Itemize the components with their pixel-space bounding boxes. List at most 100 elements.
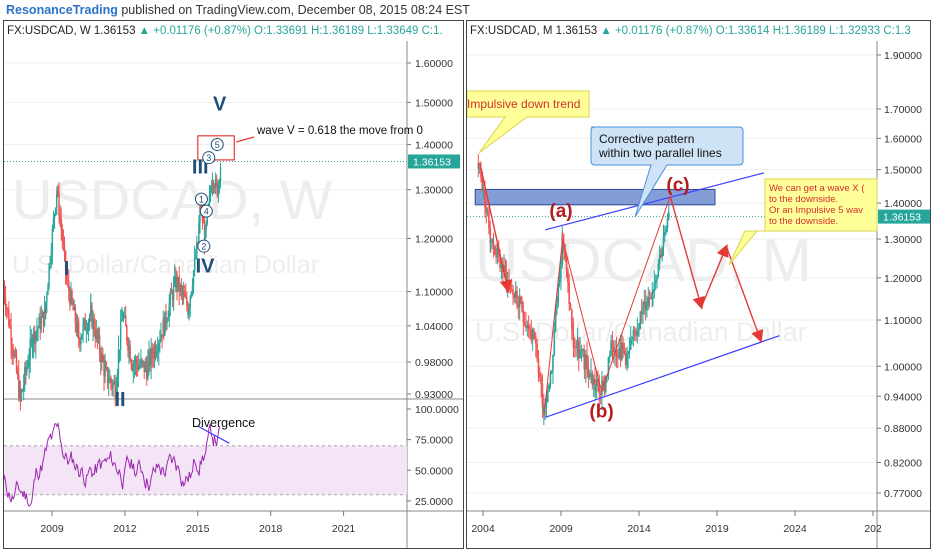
candle-body [47,284,49,296]
candle-body [615,350,618,356]
candle-body [650,297,652,300]
candle-body [88,316,91,322]
candle-body [123,315,126,317]
candle-body [202,221,205,224]
weekly-chart-pane[interactable]: USDCAD, W U.S. Dollar/Canadian Dollar 1.60… [3,20,464,549]
candle-body [503,265,505,273]
candle-body [604,376,607,392]
candle-body [46,295,48,303]
y-tick-label: 1.60000 [884,133,922,145]
candle-body [103,361,105,377]
candle-body [658,254,661,264]
author-link[interactable]: ResonanceTrading [6,3,118,17]
candle-body [644,301,647,311]
candle-body [138,365,140,370]
candle-body [28,359,30,366]
candle-body [564,252,567,259]
candle-body [540,376,542,384]
candle-body [523,322,526,325]
candle-body [84,318,86,331]
wave-line [601,196,671,392]
y-tick-label: 0.88000 [884,423,922,435]
candle-body [131,364,133,371]
candle-body [549,372,552,385]
candle-body [616,355,619,358]
candle-body [197,242,199,244]
candle-body [527,325,530,330]
candle-body [613,346,615,352]
rsi-axis-label: 25.0000 [415,496,453,508]
candle-body [206,211,208,224]
legend-high: H:1.36189 [311,25,367,37]
candle-body [148,352,150,362]
wave-line [543,238,564,418]
candle-body [118,349,121,351]
candle-body [53,213,56,219]
candle-body [9,326,11,328]
legend-up-icon: ▲ [139,25,154,37]
x-tick-label: 2004 [471,523,495,535]
candle-body [110,377,112,383]
x-tick-label: 2021 [332,523,356,535]
candle-body [638,328,640,331]
candle-body [163,319,165,336]
candle-body [177,276,179,288]
candle-body [597,379,599,386]
candle-body [101,353,103,363]
legend: FX:USDCAD, W 1.36153 ▲ +0.01176 (+0.87%)… [7,25,443,37]
candle-body [526,325,529,328]
candle-body [642,306,644,314]
candle-body [160,334,162,341]
candle-body [30,338,33,340]
candle-body [505,272,508,286]
candle-body [92,318,94,327]
y-tick-label: 1.50000 [415,97,453,109]
candle-body [75,323,78,332]
candle-body [85,330,88,332]
candle-body [574,346,576,348]
legend-up-icon: ▲ [600,25,615,37]
monthly-chart: USDCAD, MU.S. Dollar/Canadian Dollar1.90… [467,25,930,548]
candle-body [558,278,561,283]
candle-body [586,354,588,368]
candle-body [183,293,186,297]
projection-arrow [700,243,729,308]
candle-body [557,282,560,303]
candle-body [31,343,34,349]
legend-open: O:1.33614 [716,25,773,37]
candle-body [153,346,156,359]
y-tick-label: 1.10000 [884,315,922,327]
candle-body [128,345,130,351]
candle-body [37,327,39,330]
y-tick-label: 1.20000 [415,234,453,246]
y-tick-label: 1.00000 [884,361,922,373]
subwave-circle [210,137,224,151]
candle-body [50,252,52,263]
candle-body [146,368,148,380]
legend-high: H:1.36189 [773,25,829,37]
projection-arrow [669,196,705,310]
candle-body [14,353,17,355]
candle-body [488,210,490,229]
candle-body [25,367,27,372]
candle-body [22,384,25,390]
candle-body [178,276,180,292]
candle-body [208,194,211,205]
candle-body [40,317,43,330]
candle-body [62,240,65,245]
candle-body [603,384,606,392]
candle-body [572,334,575,347]
candle-body [95,330,98,339]
x-tick-label: 2009 [549,523,573,535]
wave-line [562,238,603,392]
target-pointer [236,136,255,143]
candle-body [187,313,189,316]
x-tick-label: 202 [864,523,882,535]
candle-body [168,303,170,318]
target-box [197,135,235,161]
subwave-label: 1 [199,195,204,205]
monthly-chart-pane[interactable]: USDCAD, M U.S. Dollar/Canadian Dollar 1.90… [466,20,931,549]
candle-body [210,188,213,192]
candle-body [113,382,115,384]
subwave-label: 2 [201,242,206,252]
